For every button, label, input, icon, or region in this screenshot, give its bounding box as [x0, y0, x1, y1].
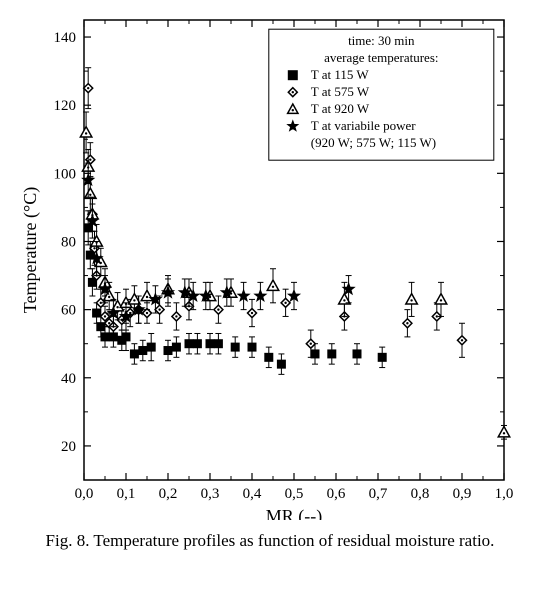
svg-text:0,6: 0,6: [327, 486, 346, 502]
svg-text:0,0: 0,0: [75, 486, 94, 502]
svg-text:0,7: 0,7: [369, 486, 388, 502]
svg-text:100: 100: [54, 166, 77, 182]
svg-text:T at 115 W: T at 115 W: [311, 67, 370, 82]
svg-text:MR (--): MR (--): [266, 506, 323, 520]
svg-text:T at 920 W: T at 920 W: [311, 101, 370, 116]
svg-text:80: 80: [61, 234, 76, 250]
svg-text:0,5: 0,5: [285, 486, 304, 502]
svg-text:0,2: 0,2: [159, 486, 178, 502]
svg-text:Temperature (°C): Temperature (°C): [20, 187, 41, 313]
svg-text:0,8: 0,8: [411, 486, 430, 502]
svg-text:0,3: 0,3: [201, 486, 220, 502]
svg-text:time: 30 min: time: 30 min: [348, 33, 415, 48]
svg-text:(920 W; 575 W; 115 W): (920 W; 575 W; 115 W): [311, 135, 436, 150]
svg-text:60: 60: [61, 303, 76, 319]
svg-text:T at variabile power: T at variabile power: [311, 118, 416, 133]
temperature-vs-mr-chart: 0,0 0,1 0,2 0,3 0,4 0,5 0,6 0,7 0,8 0,9 1,0 20 40 60 8…: [0, 0, 540, 520]
svg-text:T at 575 W: T at 575 W: [311, 84, 370, 99]
svg-text:average temperatures:: average temperatures:: [324, 50, 438, 65]
svg-text:40: 40: [61, 371, 76, 387]
svg-text:120: 120: [54, 98, 77, 114]
svg-text:0,9: 0,9: [453, 486, 472, 502]
svg-text:0,1: 0,1: [117, 486, 136, 502]
svg-text:20: 20: [61, 439, 76, 455]
svg-text:140: 140: [54, 30, 77, 46]
svg-text:0,4: 0,4: [243, 486, 262, 502]
figure-caption: Fig. 8. Temperature profiles as function…: [0, 530, 540, 551]
svg-text:1,0: 1,0: [495, 486, 514, 502]
